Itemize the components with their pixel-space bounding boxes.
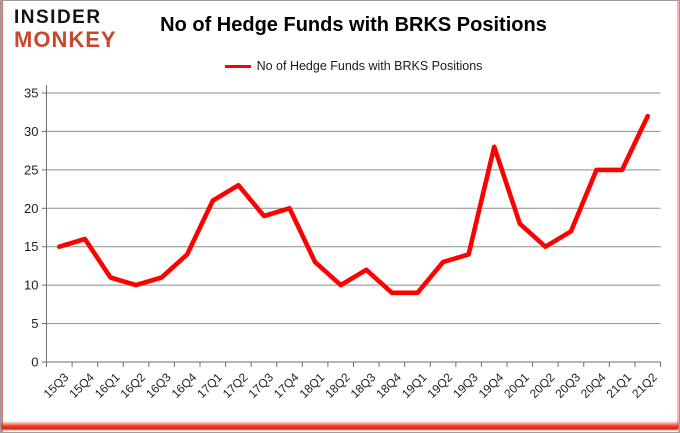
x-tick-label: 15Q4 <box>66 370 97 401</box>
x-tick-label: 16Q2 <box>118 370 149 401</box>
x-tick-label: 20Q1 <box>501 370 532 401</box>
chart-title: No of Hedge Funds with BRKS Positions <box>160 14 547 36</box>
chart-legend: No of Hedge Funds with BRKS Positions <box>46 59 661 73</box>
x-tick-label: 17Q3 <box>245 370 276 401</box>
x-tick-label: 18Q2 <box>322 370 353 401</box>
x-tick-label: 19Q3 <box>450 370 481 401</box>
insider-monkey-logo: INSIDER MONKEY <box>14 8 117 51</box>
y-tick-label: 10 <box>24 278 38 293</box>
legend-line-swatch <box>224 64 251 68</box>
x-tick-label: 17Q1 <box>194 370 225 401</box>
x-tick-label: 20Q3 <box>552 370 583 401</box>
y-tick-label: 5 <box>31 316 38 331</box>
x-tick-label: 19Q2 <box>425 370 456 401</box>
y-tick-label: 30 <box>24 124 38 139</box>
y-tick-label: 15 <box>24 239 38 254</box>
x-tick-label: 17Q2 <box>220 370 251 401</box>
frame-glow-left <box>1 1 3 432</box>
x-tick-label: 18Q4 <box>373 370 404 401</box>
frame-glow-right <box>677 1 679 432</box>
x-tick-label: 16Q3 <box>143 370 174 401</box>
x-tick-label: 15Q3 <box>41 370 72 401</box>
x-tick-label: 16Q1 <box>92 370 123 401</box>
logo-text-monkey: MONKEY <box>14 27 117 52</box>
legend-label: No of Hedge Funds with BRKS Positions <box>256 59 483 73</box>
x-tick-label: 16Q4 <box>169 370 200 401</box>
x-tick-label: 19Q1 <box>399 370 430 401</box>
y-tick-label: 35 <box>24 86 38 101</box>
x-tick-label: 19Q4 <box>476 370 507 401</box>
x-tick-label: 18Q3 <box>348 370 379 401</box>
x-tick-label: 20Q2 <box>527 370 558 401</box>
y-tick-label: 0 <box>31 355 38 370</box>
y-tick-label: 25 <box>24 162 38 177</box>
series-line <box>56 113 651 296</box>
logo-text-insider: INSIDER <box>14 7 102 28</box>
x-tick-label: 21Q1 <box>604 370 635 401</box>
x-tick-label: 17Q4 <box>271 370 302 401</box>
x-tick-label: 18Q1 <box>297 370 328 401</box>
frame-glow-bottom <box>1 421 679 430</box>
x-tick-label: 20Q4 <box>578 370 609 401</box>
y-tick-label: 20 <box>24 201 38 216</box>
x-tick-label: 21Q2 <box>629 370 660 401</box>
